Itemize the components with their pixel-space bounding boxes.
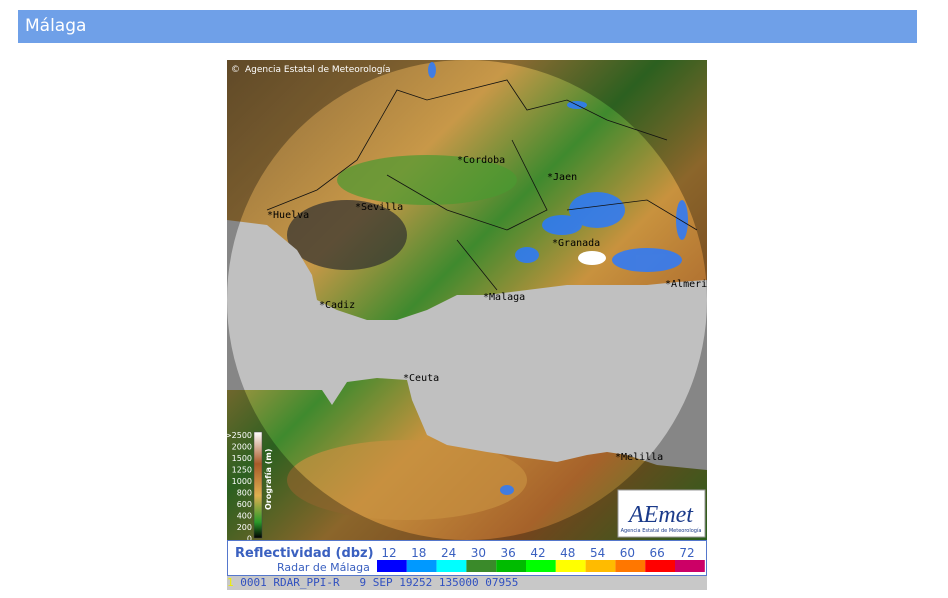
city-name: Almeria xyxy=(671,279,707,290)
orography-label: 600 xyxy=(237,500,252,509)
legend-level: 72 xyxy=(679,546,694,560)
city-name: Melilla xyxy=(621,452,663,463)
status-index: 1 xyxy=(227,576,234,589)
logo: AEmet xyxy=(627,502,694,528)
legend-title: Reflectividad (dbz) xyxy=(235,546,374,561)
city-name: Cordoba xyxy=(463,155,505,166)
terrain xyxy=(337,155,517,205)
city-name: Malaga xyxy=(489,292,525,303)
legend-swatch xyxy=(555,560,586,572)
legend-swatch xyxy=(675,560,705,572)
status-line: 1 0001 RDAR_PPI-R 9 SEP 19252 135000 079… xyxy=(227,576,707,590)
legend-swatch xyxy=(466,560,497,572)
orography-label: 400 xyxy=(237,512,252,521)
orography-label: 800 xyxy=(237,489,252,498)
city-label: *Granada xyxy=(552,238,600,249)
city-label: *Cadiz xyxy=(319,300,355,311)
city-label: *Melilla xyxy=(615,452,663,463)
copyright: Agencia Estatal de Meteorología xyxy=(245,65,391,75)
city-label: *Ceuta xyxy=(403,373,439,384)
legend-level: 30 xyxy=(471,546,486,560)
orography-label: >2500 xyxy=(227,431,252,440)
legend-swatch xyxy=(377,560,407,572)
reflectivity-legend: Reflectividad (dbz) Radar de Málaga 12 18… xyxy=(227,540,707,576)
snow-peak xyxy=(578,251,606,265)
legend-level: 66 xyxy=(650,546,665,560)
terrain xyxy=(287,200,407,270)
city-label: *Jaen xyxy=(547,172,577,183)
city-name: Ceuta xyxy=(409,373,439,384)
logo-box xyxy=(617,489,706,538)
legend-level: 12 xyxy=(381,546,396,560)
legend-swatch xyxy=(615,560,646,572)
legend-level: 42 xyxy=(530,546,545,560)
city-label: *Cordoba xyxy=(457,155,505,166)
logo-subtitle: Agencia Estatal de Meteorología xyxy=(621,527,702,534)
city-label: *Huelva xyxy=(267,210,309,221)
legend-level: 24 xyxy=(441,546,456,560)
legend-swatch xyxy=(526,560,556,572)
orography-label: 1000 xyxy=(232,477,252,486)
city-name: Granada xyxy=(558,238,600,249)
borders xyxy=(266,79,698,291)
orography-label: 1250 xyxy=(232,466,252,475)
legend-level: 54 xyxy=(590,546,605,560)
legend-level: 48 xyxy=(560,546,575,560)
legend-swatch xyxy=(406,560,437,572)
city-label: *Almeria xyxy=(665,279,707,290)
legend-swatch xyxy=(496,560,526,572)
copyright-symbol: © xyxy=(231,65,240,75)
terrain xyxy=(287,440,527,520)
sea xyxy=(227,220,707,470)
radar-map: © Agencia Estatal de Meteorología *Cordo… xyxy=(227,60,707,540)
legend-swatch xyxy=(436,560,467,572)
orography-label: 0 xyxy=(247,535,252,541)
legend-level: 36 xyxy=(501,546,516,560)
city-name: Huelva xyxy=(273,210,309,221)
status-code: 0001 RDAR_PPI-R 9 SEP 19252 135000 07955 xyxy=(240,576,519,589)
orography-label: 1500 xyxy=(232,454,252,463)
header-title: Málaga xyxy=(18,10,917,43)
city-name: Jaen xyxy=(553,172,577,183)
legend-swatch xyxy=(645,560,675,572)
orography-label: 2000 xyxy=(232,443,252,452)
city-label: *Sevilla xyxy=(355,202,403,213)
legend-level: 60 xyxy=(620,546,635,560)
legend-subtitle: Radar de Málaga xyxy=(277,561,370,574)
legend-swatch xyxy=(585,560,616,572)
legend-level: 18 xyxy=(411,546,426,560)
radar-echo xyxy=(428,62,688,495)
city-name: Cadiz xyxy=(325,300,355,311)
city-name: Sevilla xyxy=(361,202,403,213)
orography-label: 200 xyxy=(237,523,252,532)
orography-title: Orografía (m) xyxy=(264,449,273,510)
city-label: *Malaga xyxy=(483,292,525,303)
orography-bar xyxy=(253,431,263,539)
